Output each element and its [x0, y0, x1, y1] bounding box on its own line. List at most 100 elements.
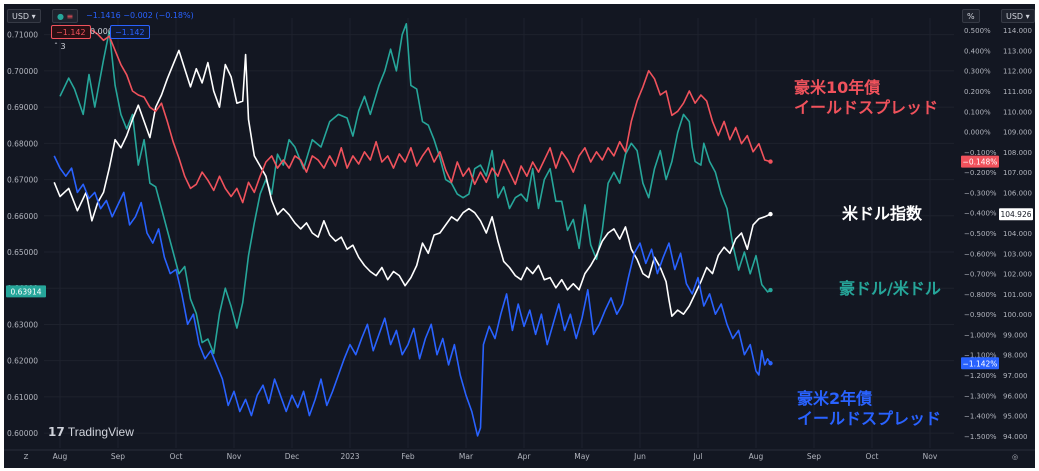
annotation-spread2: 豪米2年債 イールドスプレッド	[797, 389, 941, 429]
pct-axis-tick-label: 0.100%	[964, 108, 991, 116]
watermark-text: TradingView	[67, 425, 134, 439]
pct-axis-tick-label: −0.400%	[964, 210, 997, 218]
pct-axis-tick-label: −1.000%	[964, 331, 997, 339]
left-axis-tick-label: 0.60000	[7, 429, 38, 438]
audusd-last-value-label-bg	[6, 285, 46, 298]
right-unit-selector[interactable]: USD ▾	[1001, 9, 1035, 23]
annotation-spread10: 豪米10年債 イールドスプレッド	[794, 78, 938, 118]
audusd-last-value-label: 0.63914	[10, 287, 41, 296]
chevron-down-icon: ▾	[31, 12, 36, 21]
dxy-line[interactable]	[53, 49, 771, 318]
right-unit-label: USD	[1006, 12, 1024, 21]
left-axis-tick-label: 0.65000	[7, 248, 38, 257]
spread2-last-value-label: −1.142%	[963, 359, 998, 368]
x-axis-tick-label: Sep	[111, 452, 125, 461]
annotation-dxy: 米ドル指数	[842, 204, 923, 223]
spread10-last-point	[768, 159, 773, 164]
tradingview-logo-icon: 𝟭𝟳	[48, 425, 65, 439]
spread2-line[interactable]	[53, 155, 772, 437]
left-axis-tick-label: 0.67000	[7, 176, 38, 185]
left-unit-selector[interactable]: USD ▾	[7, 9, 41, 23]
x-axis-tick-label: Oct	[866, 452, 879, 461]
x-axis-tick-label: May	[574, 452, 590, 461]
settings-icon: ◎	[1012, 453, 1018, 461]
index-axis-tick-label: 102.000	[1003, 271, 1032, 279]
x-axis-tick-label: Oct	[170, 452, 183, 461]
index-axis-tick-label: 99.000	[1003, 331, 1028, 339]
pct-axis-tick-label: −0.800%	[964, 291, 997, 299]
left-axis-tick-label: 0.70000	[7, 67, 38, 76]
legend-readout: −1.1416 −0.002 (−0.18%)	[86, 11, 194, 20]
annotation-spread10-line1: 豪米10年債	[794, 78, 881, 97]
indicator-collapse-toggle[interactable]: ˆ 3	[50, 40, 70, 54]
audusd-last-point	[768, 287, 773, 293]
spread10-last-value-label-bg	[961, 155, 999, 168]
x-axis-tick-label: Aug	[749, 452, 764, 461]
left-axis-tick-label: 0.61000	[7, 393, 38, 402]
x-axis-tick-label: Feb	[401, 452, 415, 461]
zoom-icon: Z	[24, 453, 29, 461]
left-axis-tick-label: 0.71000	[7, 31, 38, 40]
x-axis-tick-label: Dec	[285, 452, 300, 461]
price-tag-right: −1.142	[110, 25, 150, 39]
chevron-up-icon: ˆ	[54, 42, 58, 51]
x-axis-tick-label: Jul	[692, 452, 702, 461]
index-axis-tick-label: 94.000	[1003, 433, 1028, 441]
index-axis-tick-label: 110.000	[1003, 108, 1032, 116]
index-axis-tick-label: 95.000	[1003, 413, 1028, 421]
index-axis-tick-label: 97.000	[1003, 372, 1028, 380]
pct-axis-tick-label: −0.200%	[964, 169, 997, 177]
annotation-audusd: 豪ドル/米ドル	[839, 279, 941, 298]
price-tag-mid: 0.000	[90, 27, 113, 36]
left-axis-tick-label: 0.69000	[7, 103, 38, 112]
x-axis-tick-label: Nov	[227, 452, 242, 461]
pct-axis-tick-label: −0.500%	[964, 230, 997, 238]
x-axis-tick-label: Aug	[53, 452, 68, 461]
chart-frame: 0.71000 0.70000 0.69000 0.68000 0.67000 0.660…	[4, 4, 1035, 468]
annotation-spread2-line2: イールドスプレッド	[797, 409, 942, 428]
spread10-line[interactable]	[91, 29, 771, 204]
left-unit-label: USD	[12, 12, 30, 21]
pct-axis-tick-label: −1.500%	[964, 433, 997, 441]
x-axis-tick-label: 2023	[340, 452, 359, 461]
pct-axis-tick-label: 0.400%	[964, 47, 991, 55]
pct-axis-tick-label: −0.300%	[964, 189, 997, 197]
audusd-line[interactable]	[59, 22, 771, 355]
eye-icon[interactable]: ●	[57, 12, 64, 21]
symbol-legend-controls[interactable]: ● ≡	[52, 9, 79, 23]
spread2-last-point	[768, 361, 773, 366]
x-axis-tick-label: Jun	[633, 452, 646, 461]
index-axis-tick-label: 104.000	[1003, 230, 1032, 238]
annotation-spread10-line2: イールドスプレッド	[794, 98, 939, 117]
chart-canvas[interactable]: 0.71000 0.70000 0.69000 0.68000 0.67000 0.660…	[4, 4, 1035, 468]
index-axis-tick-label: 98.000	[1003, 352, 1028, 360]
index-axis-tick-label: 108.000	[1003, 149, 1032, 157]
index-axis-tick-label: 106.000	[1003, 189, 1032, 197]
pct-axis-tick-label: −0.900%	[964, 311, 997, 319]
index-axis-tick-label: 113.000	[1003, 47, 1032, 55]
pct-axis-tick-label: −1.100%	[964, 352, 997, 360]
index-axis-tick-label: 103.000	[1003, 250, 1032, 258]
pct-axis-tick-label: 0.500%	[964, 27, 991, 35]
index-axis-tick-label: 101.000	[1003, 291, 1032, 299]
pct-axis-tick-label: 0.000%	[964, 129, 991, 137]
pct-axis-tick-label: −0.100%	[964, 149, 997, 157]
pct-axis-tick-label: −0.600%	[964, 250, 997, 258]
x-axis-tick-label: Sep	[807, 452, 821, 461]
spread2-last-value-label-bg	[961, 357, 999, 370]
index-axis-tick-label: 100.000	[1003, 311, 1032, 319]
pct-axis-tick-label: −1.200%	[964, 372, 997, 380]
dxy-last-value-label: 104.926	[1000, 210, 1031, 219]
index-axis-tick-label: 111.000	[1003, 88, 1032, 96]
index-axis-tick-label: 114.000	[1003, 27, 1032, 35]
dxy-last-point	[768, 211, 773, 217]
pct-axis-tick-label: 0.300%	[964, 68, 991, 76]
x-axis-tick-label: Nov	[923, 452, 938, 461]
spread10-last-value-label: −0.148%	[963, 158, 998, 167]
x-axis-tick-label: Apr	[518, 452, 532, 461]
chevron-down-icon: ▾	[1025, 12, 1030, 21]
index-axis-tick-label: 112.000	[1003, 68, 1032, 76]
tradingview-watermark: 𝟭𝟳 TradingView	[48, 424, 134, 440]
pct-unit-selector[interactable]: %	[962, 9, 980, 23]
settings-icon[interactable]: ≡	[66, 12, 74, 21]
